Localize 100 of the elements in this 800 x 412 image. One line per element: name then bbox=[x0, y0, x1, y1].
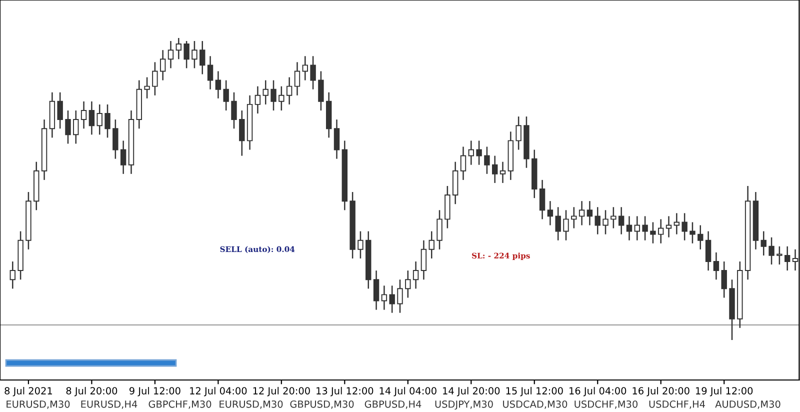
candlestick bbox=[168, 40, 174, 69]
candlestick bbox=[176, 37, 182, 60]
candlestick bbox=[516, 116, 522, 150]
x-tick-label: 15 Jul 12:00 bbox=[506, 386, 563, 396]
x-tick-label: 9 Jul 12:00 bbox=[129, 386, 180, 396]
text: USDCHF,M30 bbox=[574, 400, 638, 409]
x-tick-label: 8 Jul 2021 bbox=[4, 386, 52, 396]
candlestick bbox=[776, 246, 782, 266]
candlestick bbox=[278, 86, 284, 112]
candlestick bbox=[428, 230, 434, 260]
candlestick bbox=[634, 216, 640, 241]
candlestick bbox=[578, 200, 585, 226]
candlestick bbox=[73, 110, 79, 144]
candlestick bbox=[642, 216, 648, 241]
candlestick bbox=[682, 212, 688, 241]
candlestick bbox=[144, 76, 150, 100]
candlestick bbox=[192, 40, 198, 69]
candlestick bbox=[310, 55, 316, 90]
candlestick bbox=[492, 155, 498, 184]
text: AUDUSD,M30 bbox=[715, 400, 780, 409]
x-tick-label: 14 Jul 04:00 bbox=[380, 386, 436, 396]
x-tick-label: 12 Jul 20:00 bbox=[253, 386, 310, 396]
candlestick bbox=[160, 49, 166, 81]
candlestick bbox=[412, 260, 419, 290]
candlestick bbox=[262, 80, 268, 106]
candlestick bbox=[420, 240, 427, 280]
candlestick bbox=[563, 210, 569, 241]
candlestick bbox=[768, 236, 774, 266]
candlestick bbox=[468, 140, 474, 166]
candlestick bbox=[389, 285, 395, 314]
candlestick bbox=[626, 216, 632, 241]
candlestick bbox=[294, 62, 300, 96]
candlestick bbox=[120, 140, 126, 175]
candlestick bbox=[239, 110, 245, 156]
candlestick bbox=[184, 40, 190, 69]
candlestick bbox=[57, 92, 63, 130]
candlestick bbox=[104, 104, 110, 138]
candlestick bbox=[650, 222, 656, 244]
candlestick bbox=[334, 118, 340, 160]
candlestick bbox=[88, 100, 95, 136]
candlestick bbox=[784, 246, 790, 272]
candlestick bbox=[674, 212, 680, 235]
candlestick bbox=[705, 230, 712, 272]
candlestick bbox=[618, 206, 624, 235]
candlestick bbox=[484, 146, 490, 175]
candlestick bbox=[500, 161, 506, 184]
candlestick bbox=[436, 210, 442, 250]
candlestick bbox=[215, 70, 222, 100]
candlestick bbox=[555, 206, 561, 241]
candlestick bbox=[460, 146, 466, 181]
text: USDJPY,M30 bbox=[435, 400, 493, 410]
candlestick bbox=[373, 270, 380, 310]
candlestick bbox=[231, 92, 237, 130]
candlestick bbox=[792, 248, 798, 272]
candlestick bbox=[586, 200, 593, 226]
candlestick bbox=[658, 218, 664, 244]
x-tick-label: 16 Jul 20:00 bbox=[632, 386, 690, 396]
candlestick bbox=[760, 230, 766, 256]
candlestick bbox=[358, 230, 364, 260]
candlestick bbox=[602, 210, 608, 235]
candlestick bbox=[721, 260, 727, 298]
x-tick-label: 14 Jul 20:00 bbox=[443, 386, 500, 396]
candlestick bbox=[207, 55, 214, 90]
candlestick bbox=[405, 270, 411, 298]
candlestick bbox=[96, 104, 102, 136]
x-tick-label: 8 Jul 20:00 bbox=[66, 386, 118, 396]
candlestick bbox=[200, 40, 206, 75]
candlestick bbox=[571, 206, 577, 229]
candlestick bbox=[594, 206, 600, 235]
candlestick bbox=[547, 200, 554, 226]
text: USDCHF,H4 bbox=[649, 400, 705, 409]
text: USDCAD,M30 bbox=[503, 400, 568, 409]
candlestick bbox=[80, 100, 87, 130]
candlestick bbox=[112, 118, 118, 160]
text: GBPUSD,H4 bbox=[364, 400, 422, 409]
x-tick-label: 12 Jul 04:00 bbox=[190, 386, 247, 396]
x-tick-label: 19 Jul 12:00 bbox=[696, 386, 753, 396]
candlestick bbox=[539, 179, 546, 220]
x-tick-label: 16 Jul 04:00 bbox=[570, 386, 626, 396]
candlestick bbox=[713, 252, 720, 280]
candlestick bbox=[65, 110, 71, 144]
text: EURUSD,M30 bbox=[6, 400, 70, 409]
x-tick-label: 13 Jul 12:00 bbox=[316, 386, 374, 396]
candlestick bbox=[381, 285, 388, 310]
candlestick bbox=[318, 70, 324, 112]
text: EURUSD,H4 bbox=[81, 400, 138, 409]
candlestick bbox=[690, 222, 696, 244]
candlestick bbox=[286, 76, 292, 106]
candlestick bbox=[610, 206, 616, 229]
candlestick bbox=[302, 55, 308, 81]
candlestick bbox=[698, 224, 704, 250]
candlestick bbox=[223, 80, 229, 112]
candlestick bbox=[152, 62, 158, 96]
text: GBPUSD,M30 bbox=[290, 400, 354, 409]
candlestick bbox=[476, 140, 482, 166]
text: EURUSD,M30 bbox=[220, 400, 283, 409]
candlestick bbox=[397, 278, 403, 314]
candlestick bbox=[270, 80, 276, 112]
candlestick bbox=[254, 86, 261, 114]
text: GBPCHF,M30 bbox=[148, 400, 212, 409]
